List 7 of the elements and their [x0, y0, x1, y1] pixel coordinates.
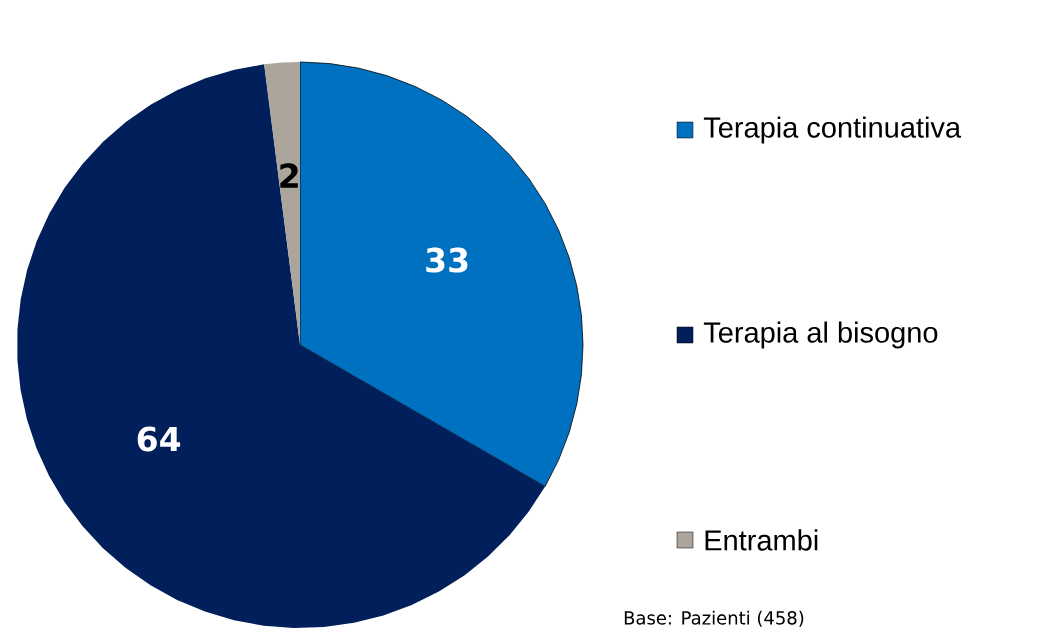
data-label: 64 — [137, 426, 181, 452]
legend-label: Terapia al bisogno — [703, 321, 938, 349]
data-label: 2 — [280, 163, 298, 188]
data-label: 33 — [426, 247, 468, 273]
legend-label: Entrambi — [705, 529, 818, 551]
text: Base: Pazienti (458) — [624, 610, 804, 627]
legend-label: Terapia continuativa — [703, 116, 962, 144]
